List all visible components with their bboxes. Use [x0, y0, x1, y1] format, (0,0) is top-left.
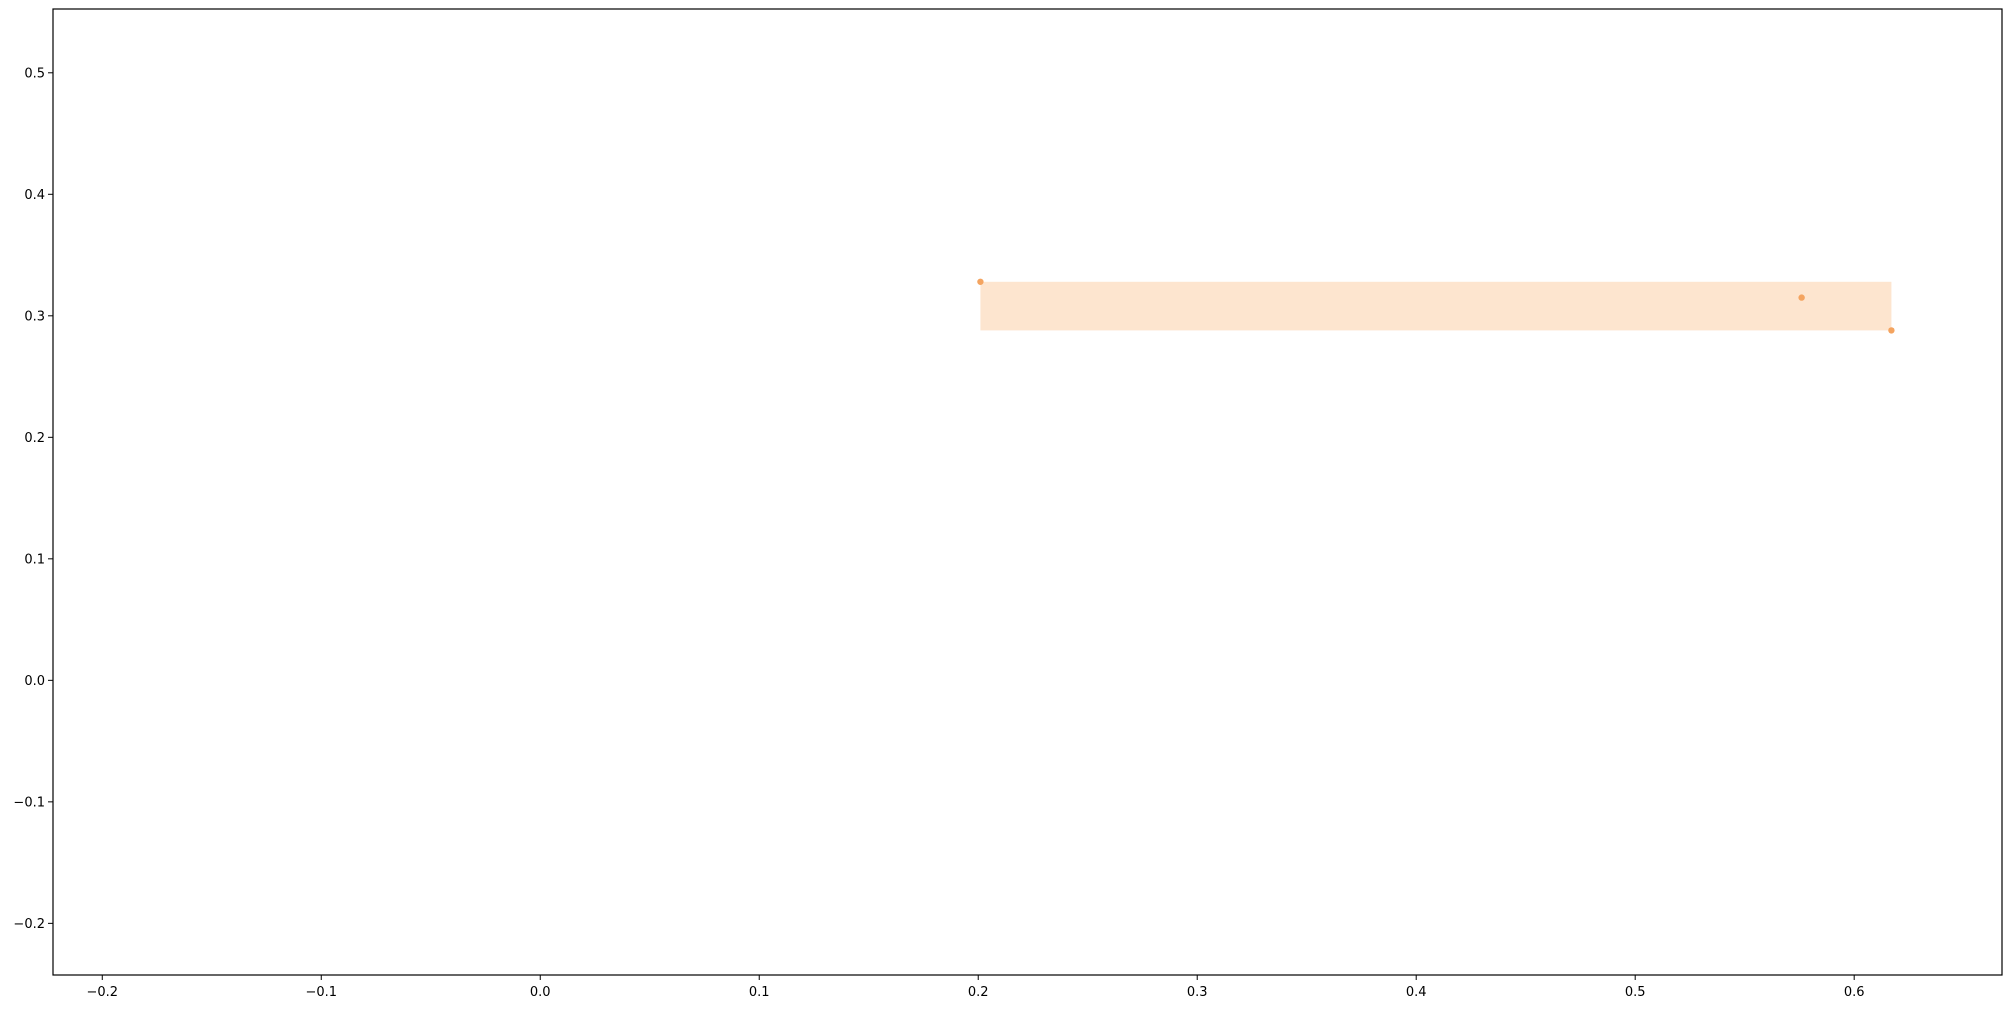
x-tick-label: 0.0 — [530, 985, 551, 1000]
y-tick-label: 0.5 — [24, 66, 45, 81]
y-tick-label: 0.3 — [24, 309, 45, 324]
x-axis: −0.2 −0.1 0.0 0.1 0.2 0.3 0.4 0.5 0.6 — [86, 975, 1865, 1000]
data-point-0-0 — [977, 278, 984, 285]
y-tick-label: 0.2 — [24, 431, 45, 446]
data-point-0-2 — [1888, 327, 1895, 334]
x-tick-label: 0.5 — [1625, 985, 1646, 1000]
y-tick-label: −0.1 — [13, 795, 45, 810]
y-tick-label: 0.4 — [24, 188, 45, 203]
y-tick-label: −0.2 — [13, 917, 45, 932]
x-tick-label: 0.2 — [968, 985, 989, 1000]
x-tick-label: 0.1 — [749, 985, 770, 1000]
x-tick-label: −0.1 — [305, 985, 337, 1000]
x-tick-label: −0.2 — [86, 985, 118, 1000]
plot-area — [977, 278, 1895, 334]
plot-frame — [52, 8, 2003, 976]
y-axis: −0.2 −0.1 0.0 0.1 0.2 0.3 0.4 0.5 — [13, 66, 53, 932]
y-tick-label: 0.0 — [24, 674, 45, 689]
x-tick-label: 0.3 — [1187, 985, 1208, 1000]
x-tick-label: 0.4 — [1406, 985, 1427, 1000]
data-point-0-1 — [1798, 294, 1805, 301]
y-tick-label: 0.1 — [24, 552, 45, 567]
shaded-region-0 — [980, 281, 1892, 331]
x-tick-label: 0.6 — [1844, 985, 1865, 1000]
